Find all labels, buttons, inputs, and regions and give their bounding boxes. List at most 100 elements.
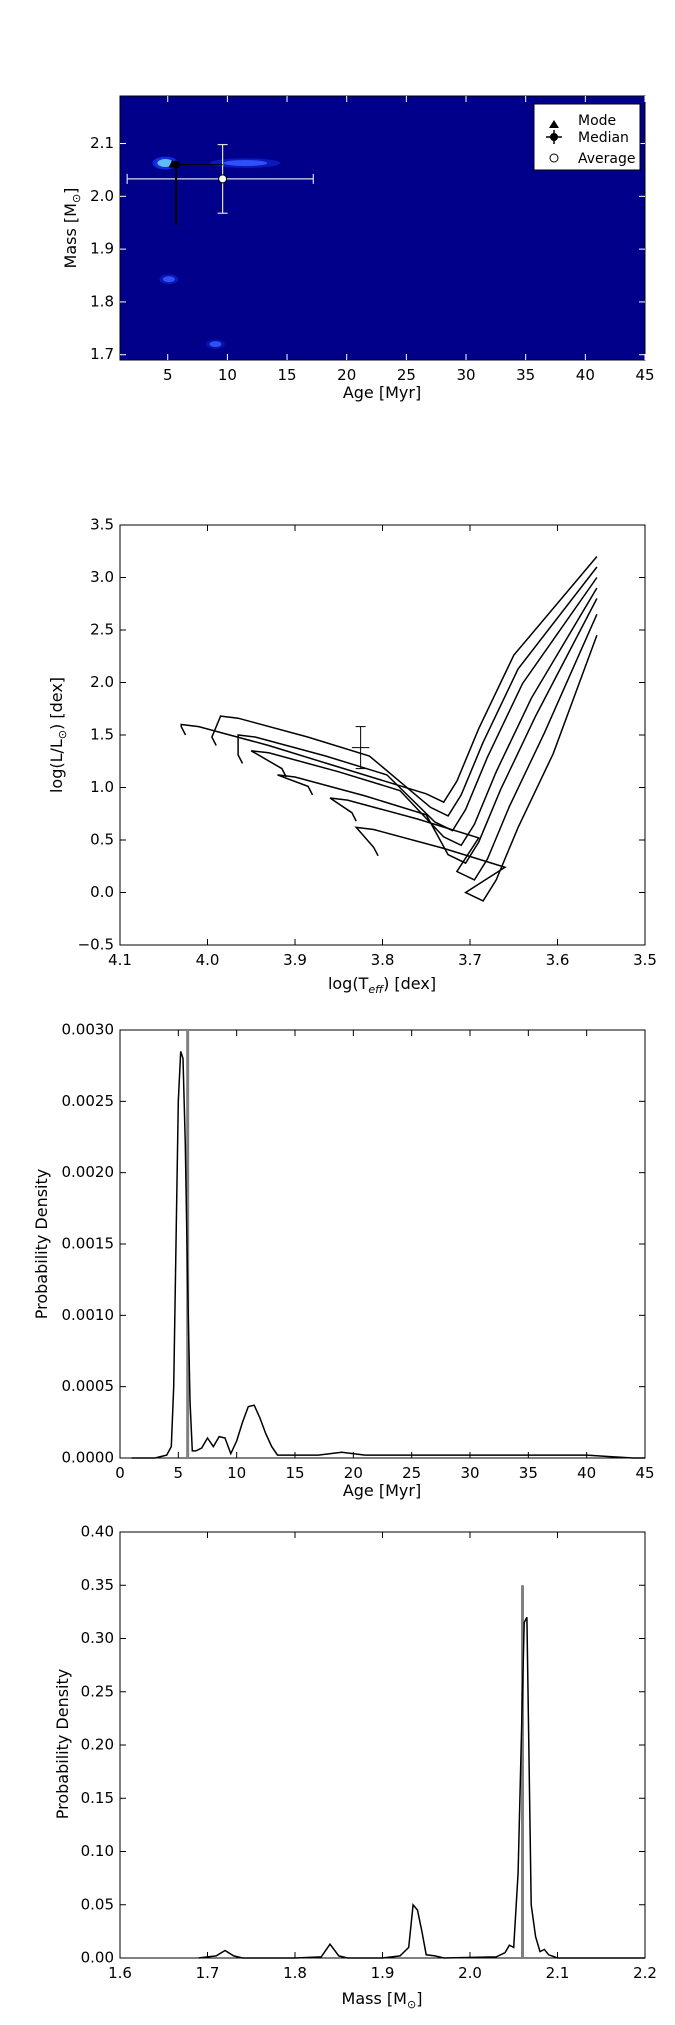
legend-mode-label: Mode [578, 113, 616, 129]
x-tick-label: 30 [460, 1464, 479, 1482]
mass-pdf-series [198, 1585, 645, 1959]
y-axis-label-main: Mass [M [61, 203, 80, 268]
x-tick-label: 30 [456, 366, 475, 384]
x-axis-label-main: Mass [M [342, 1989, 407, 2008]
x-tick-label: 4.1 [108, 951, 132, 969]
x-axis-label-end: ] [416, 1989, 422, 2008]
y-axis-label: log(L/L⊙) [dex] [47, 677, 69, 793]
y-tick-label: −0.5 [78, 936, 114, 954]
x-tick-label: 1.8 [283, 1964, 307, 1982]
y-axis-label-sub: ⊙ [56, 730, 69, 739]
x-tick-label: 1.9 [371, 1964, 395, 1982]
x-tick-label: 3.7 [458, 951, 482, 969]
y-axis-label-sub: ⊙ [70, 194, 83, 203]
x-tick-label: 3.9 [283, 951, 307, 969]
hr-diagram-panel: 4.1 4.0 3.9 3.8 3.7 3.6 3.5 −0.5 0.0 0.5 1.0 1.5 2.0… [47, 516, 657, 997]
y-axis-label-main: log(L/L [47, 739, 66, 793]
legend-average-label: Average [578, 151, 636, 167]
y-axis-label: Mass [M⊙] [61, 188, 83, 269]
mode-point [168, 159, 177, 168]
x-tick-label: 3.8 [371, 951, 395, 969]
heatmap-hotspot-core [209, 341, 222, 348]
x-tick-label: 0 [115, 1464, 125, 1482]
isochrone-line-7 [354, 635, 598, 902]
x-axis-label-sub: ⊙ [407, 1998, 416, 2011]
x-tick-label: 45 [635, 366, 654, 384]
x-axis-label: log(Teff) [dex] [328, 974, 436, 996]
y-tick-label: 0.40 [81, 1523, 114, 1541]
y-tick-label: 2.0 [90, 187, 114, 205]
x-tick-label: 10 [227, 1464, 246, 1482]
x-tick-label: 35 [516, 366, 535, 384]
x-tick-label: 40 [577, 1464, 596, 1482]
x-tick-label: 2.2 [633, 1964, 657, 1982]
mass-pdf-axes: 1.6 1.7 1.8 1.9 2.0 2.1 2.2 0.00 0.05 0.10 0.15 0.2… [81, 1523, 657, 1983]
isochrone-line-3 [237, 577, 598, 832]
age-mass-posterior-panel: 5 10 15 20 25 30 35 40 45 1.7 1.8 1.9 2.0 2.1 Mode Me… [61, 95, 655, 402]
heatmap-hotspot-core [157, 159, 174, 168]
x-tick-label: 4.0 [196, 951, 220, 969]
y-tick-label: 0.0020 [62, 1163, 115, 1181]
hr-plot-frame [119, 524, 646, 946]
average-point [218, 174, 228, 184]
pdf-series-line [131, 1051, 645, 1459]
x-tick-label: 45 [635, 1464, 654, 1482]
isochrone-line-5 [277, 598, 598, 865]
pdf-series-line [198, 1616, 645, 1959]
mass-pdf-frame [119, 1531, 646, 1959]
isochrone-line-2 [211, 566, 598, 817]
y-tick-label: 2.0 [90, 673, 114, 691]
x-tick-label: 15 [277, 366, 296, 384]
y-tick-label: 0.0 [90, 883, 114, 901]
isochrone-line-4 [250, 587, 598, 847]
y-axis-label: Probability Density [32, 1169, 51, 1320]
x-axis-label-end: ) [dex] [383, 974, 436, 993]
age-pdf-series [131, 1030, 645, 1459]
y-tick-label: 0.0030 [62, 1021, 115, 1039]
heatmap-hotspot-core [223, 160, 268, 167]
x-tick-label: 35 [519, 1464, 538, 1482]
heatmap-legend: Mode Median Average [533, 103, 641, 171]
y-tick-label: 0.0005 [62, 1377, 115, 1395]
heatmap-markers [126, 143, 314, 226]
x-tick-label: 15 [285, 1464, 304, 1482]
heatmap-hotspot-core [162, 276, 175, 283]
y-tick-label: 0.0015 [62, 1235, 115, 1253]
x-axis-label: Mass [M⊙] [342, 1989, 423, 2011]
y-tick-label: 3.0 [90, 568, 114, 586]
hr-star-point [351, 726, 370, 770]
hr-axes: 4.1 4.0 3.9 3.8 3.7 3.6 3.5 −0.5 0.0 0.5 1.0 1.5 2.0… [78, 516, 657, 970]
y-tick-label: 0.0000 [62, 1449, 115, 1467]
isochrone-line-6 [329, 613, 598, 881]
heatmap-axes: 5 10 15 20 25 30 35 40 45 1.7 1.8 1.9 2.0 2.1 [90, 96, 655, 384]
y-tick-label: 0.20 [81, 1736, 114, 1754]
legend-median-label: Median [578, 130, 629, 146]
y-tick-label: 0.5 [90, 831, 114, 849]
x-tick-label: 3.6 [546, 951, 570, 969]
x-tick-label: 1.6 [108, 1964, 132, 1982]
y-axis-label: Probability Density [53, 1669, 72, 1820]
age-pdf-frame [119, 1029, 646, 1459]
x-tick-label: 2.1 [546, 1964, 570, 1982]
x-tick-label: 1.7 [196, 1964, 220, 1982]
y-tick-label: 1.5 [90, 726, 114, 744]
x-tick-label: 40 [576, 366, 595, 384]
x-axis-label-main: log(T [328, 974, 369, 993]
y-tick-label: 1.9 [90, 240, 114, 258]
y-tick-label: 0.25 [81, 1682, 114, 1700]
x-tick-label: 5 [163, 366, 173, 384]
y-tick-label: 0.0025 [62, 1092, 115, 1110]
y-tick-label: 3.5 [90, 516, 114, 534]
y-axis-label-end: ] [61, 188, 80, 194]
y-tick-label: 0.0010 [62, 1306, 115, 1324]
y-tick-label: 1.7 [90, 345, 114, 363]
x-tick-label: 25 [402, 1464, 421, 1482]
hr-isochrones [180, 556, 598, 902]
y-tick-label: 0.10 [81, 1842, 114, 1860]
y-tick-label: 0.35 [81, 1576, 114, 1594]
x-axis-label-sub: eff [368, 983, 384, 996]
x-tick-label: 20 [337, 366, 356, 384]
y-tick-label: 0.30 [81, 1629, 114, 1647]
x-tick-label: 5 [174, 1464, 184, 1482]
y-tick-label: 1.0 [90, 778, 114, 796]
